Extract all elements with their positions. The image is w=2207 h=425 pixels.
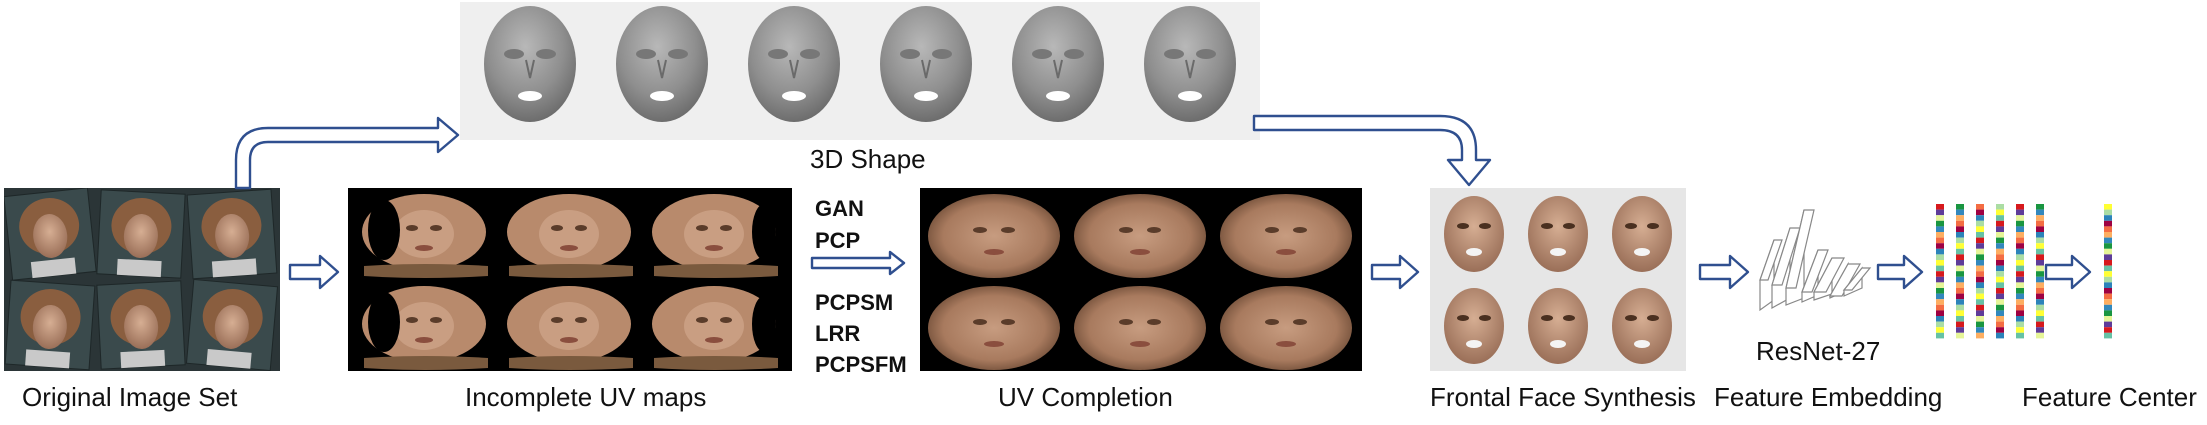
- arrow-methods: [812, 252, 904, 274]
- arrow-3d-shape-to-frontal: [1254, 116, 1490, 185]
- arrow-embedding-to-center: [2046, 256, 2090, 288]
- arrow-original-to-uv: [290, 256, 338, 288]
- arrow-completion-to-frontal: [1372, 256, 1418, 288]
- arrow-frontal-to-resnet: [1700, 256, 1748, 288]
- arrow-to-3d-shape: [236, 118, 458, 188]
- arrow-resnet-to-embedding: [1878, 256, 1922, 288]
